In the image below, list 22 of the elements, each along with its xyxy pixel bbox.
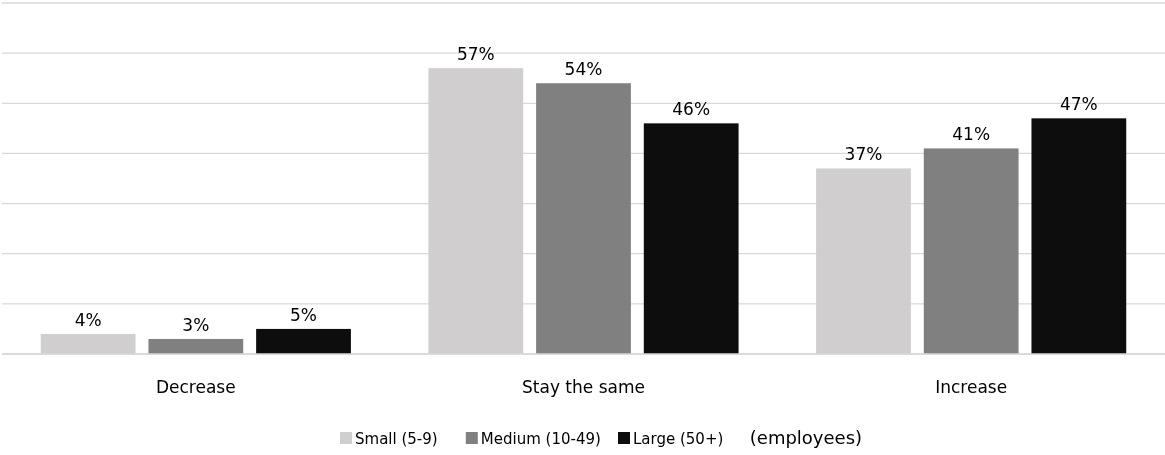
legend-label: Small (5-9) [355, 430, 438, 448]
text: (employees) [749, 427, 863, 448]
x-tick-label: Decrease [155, 377, 236, 397]
data-label: 3% [182, 314, 210, 335]
x-tick-label: Increase [935, 377, 1008, 397]
data-label: 47% [1059, 94, 1098, 115]
legend-label: Medium (10-49) [480, 430, 601, 448]
bar [643, 123, 739, 354]
data-label: 37% [844, 144, 883, 165]
bar [148, 338, 244, 354]
data-label: 46% [672, 99, 711, 120]
data-label: 41% [952, 124, 991, 145]
data-label: 54% [564, 59, 603, 80]
x-tick-label: Stay the same [522, 377, 645, 397]
bar [536, 83, 631, 354]
bar [256, 328, 351, 354]
bar [1031, 118, 1127, 354]
data-label: 4% [74, 309, 102, 330]
data-label: 57% [456, 44, 495, 65]
data-label: 5% [290, 304, 318, 325]
legend-label: Large (50+) [633, 430, 724, 448]
bar [923, 148, 1019, 354]
